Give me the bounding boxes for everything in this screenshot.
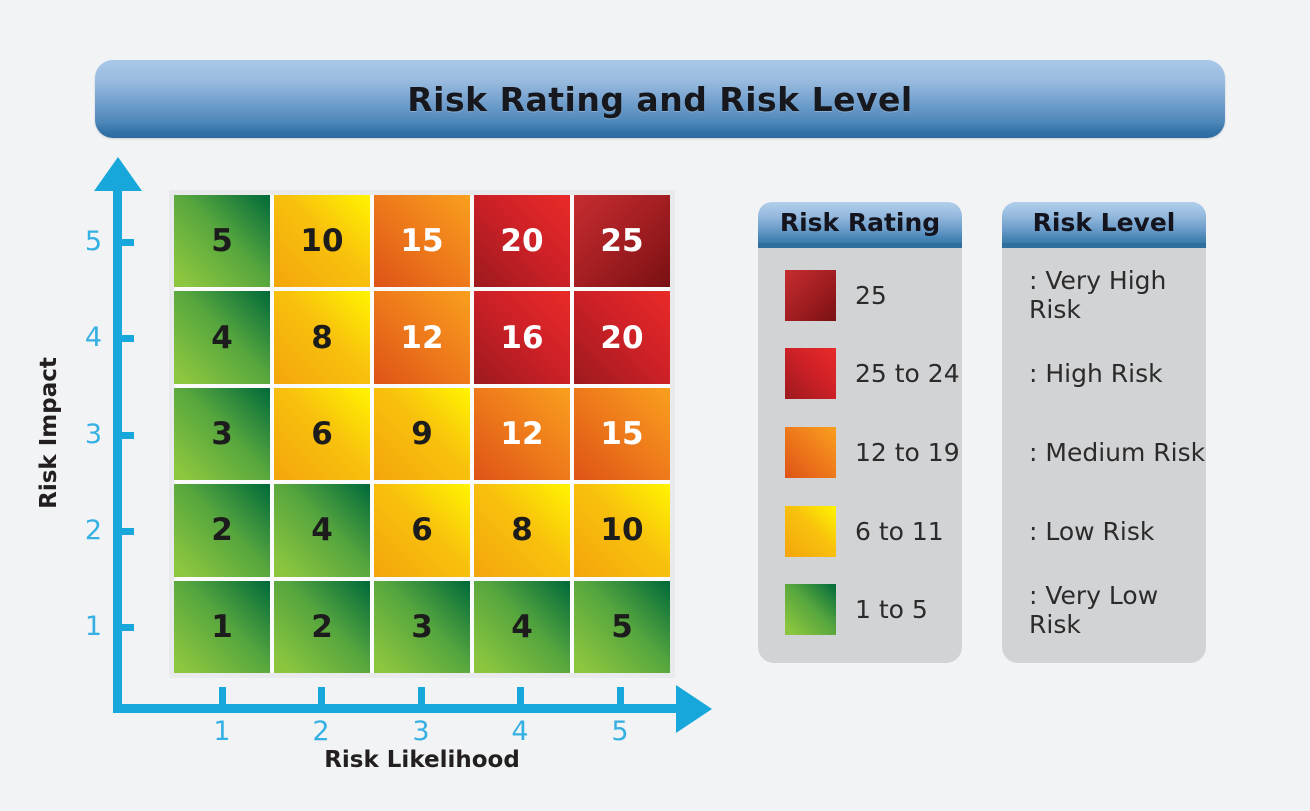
x-axis-line bbox=[113, 704, 677, 713]
risk-rating-range: 25 bbox=[855, 280, 887, 310]
matrix-cell-impact2-likelihood5: 10 bbox=[574, 484, 670, 577]
risk-rating-range: 25 to 24 bbox=[855, 359, 960, 389]
matrix-cell-impact4-likelihood2: 8 bbox=[274, 291, 370, 384]
matrix-cell-impact3-likelihood5: 15 bbox=[574, 387, 670, 481]
y-axis-tick bbox=[117, 431, 134, 439]
title-banner: Risk Rating and Risk Level bbox=[95, 60, 1225, 138]
matrix-cell-impact5-likelihood4: 20 bbox=[474, 195, 570, 288]
x-axis-tick-label: 1 bbox=[213, 716, 231, 747]
risk-rating-entry: 25 bbox=[758, 256, 962, 335]
risk-rating-header-label: Risk Rating bbox=[779, 208, 941, 237]
matrix-cell-impact3-likelihood2: 6 bbox=[274, 387, 370, 481]
x-axis-arrow-icon bbox=[676, 685, 712, 733]
y-axis-tick bbox=[117, 238, 134, 246]
yellow-swatch bbox=[785, 505, 836, 557]
matrix-cell-impact3-likelihood1: 3 bbox=[174, 387, 270, 481]
risk-level-entry: : Low Risk bbox=[1029, 516, 1155, 546]
risk-rating-panel: Risk Rating 25 25 to 24 12 to 19 6 to 11 1 t… bbox=[758, 202, 962, 663]
y-axis-tick-label: 3 bbox=[84, 419, 102, 450]
y-axis-tick-label: 1 bbox=[84, 611, 102, 642]
risk-rating-body: 25 25 to 24 12 to 19 6 to 11 1 to 5 bbox=[758, 248, 962, 663]
page-title: Risk Rating and Risk Level bbox=[407, 79, 913, 119]
matrix-cell-impact4-likelihood1: 4 bbox=[174, 291, 270, 384]
matrix-cell-impact2-likelihood4: 8 bbox=[474, 484, 570, 577]
risk-level-entry: : Very Low Risk bbox=[1029, 580, 1159, 639]
y-axis-tick bbox=[117, 623, 134, 631]
x-axis-tick bbox=[516, 687, 524, 704]
orange-swatch bbox=[785, 426, 836, 478]
matrix-cell-impact1-likelihood4: 4 bbox=[474, 580, 570, 673]
x-axis-tick-label: 3 bbox=[412, 716, 430, 747]
risk-level-panel: Risk Level : Very High Risk: High Risk: … bbox=[1002, 202, 1206, 663]
matrix-cell-impact1-likelihood1: 1 bbox=[174, 580, 270, 673]
green-swatch bbox=[785, 584, 836, 636]
risk-rating-entry: 12 to 19 bbox=[758, 413, 962, 492]
matrix-cell-impact4-likelihood5: 20 bbox=[574, 291, 670, 384]
matrix-cell-impact5-likelihood1: 5 bbox=[174, 195, 270, 288]
risk-level-entry: : Medium Risk bbox=[1029, 437, 1206, 467]
matrix-cell-impact2-likelihood2: 4 bbox=[274, 484, 370, 577]
risk-level-header-label: Risk Level bbox=[1032, 208, 1176, 237]
y-axis-tick bbox=[117, 527, 134, 535]
risk-level-entry: : Very High Risk bbox=[1029, 266, 1167, 325]
matrix-cell-impact3-likelihood4: 12 bbox=[474, 387, 570, 481]
matrix-cell-impact5-likelihood5: 25 bbox=[574, 195, 670, 288]
y-axis-label: Risk Impact bbox=[36, 357, 62, 509]
x-axis-tick bbox=[417, 687, 425, 704]
risk-rating-range: 12 to 19 bbox=[855, 437, 960, 467]
y-axis-tick-label: 5 bbox=[84, 226, 102, 257]
matrix-cell-impact3-likelihood3: 9 bbox=[374, 387, 470, 481]
y-axis-tick-label: 2 bbox=[84, 515, 102, 546]
matrix-cell-impact1-likelihood2: 2 bbox=[274, 580, 370, 673]
risk-level-entry: : High Risk bbox=[1029, 359, 1163, 389]
matrix-cell-impact4-likelihood4: 16 bbox=[474, 291, 570, 384]
risk-matrix-grid: 5 10 15 20 25 4 8 12 16 20 3 6 9 12 15 2 4 6 8 10 1 2 3 4 5 bbox=[174, 195, 670, 673]
x-axis-tick bbox=[317, 687, 325, 704]
risk-matrix: 5 10 15 20 25 4 8 12 16 20 3 6 9 12 15 2 4 6 8 10 1 2 3 4 5 bbox=[169, 190, 675, 678]
matrix-cell-impact5-likelihood3: 15 bbox=[374, 195, 470, 288]
x-axis-tick bbox=[218, 687, 226, 704]
risk-rating-entry: 25 to 24 bbox=[758, 335, 962, 414]
risk-rating-header: Risk Rating bbox=[758, 202, 962, 248]
matrix-cell-impact1-likelihood3: 3 bbox=[374, 580, 470, 673]
risk-rating-entry: 1 to 5 bbox=[758, 570, 962, 649]
matrix-cell-impact4-likelihood3: 12 bbox=[374, 291, 470, 384]
matrix-cell-impact2-likelihood3: 6 bbox=[374, 484, 470, 577]
risk-rating-range: 1 to 5 bbox=[855, 595, 928, 625]
risk-level-body: : Very High Risk : High Risk : Medium Risk… bbox=[1002, 248, 1206, 663]
y-axis-tick-label: 4 bbox=[84, 322, 102, 353]
x-axis-tick-label: 4 bbox=[511, 716, 529, 747]
risk-rating-entry: 6 to 11 bbox=[758, 492, 962, 571]
y-axis-arrow-icon bbox=[94, 157, 142, 191]
y-axis-line bbox=[113, 186, 122, 713]
risk-level-header: Risk Level bbox=[1002, 202, 1206, 248]
x-axis-tick-label: 2 bbox=[312, 716, 330, 747]
x-axis-tick bbox=[616, 687, 624, 704]
darkred-swatch bbox=[785, 269, 836, 321]
x-axis-tick-label: 5 bbox=[611, 716, 629, 747]
matrix-cell-impact2-likelihood1: 2 bbox=[174, 484, 270, 577]
red-swatch bbox=[785, 348, 836, 400]
matrix-cell-impact1-likelihood5: 5 bbox=[574, 580, 670, 673]
x-axis-label: Risk Likelihood bbox=[324, 747, 520, 773]
y-axis-tick bbox=[117, 334, 134, 342]
risk-rating-range: 6 to 11 bbox=[855, 516, 944, 546]
matrix-cell-impact5-likelihood2: 10 bbox=[274, 195, 370, 288]
